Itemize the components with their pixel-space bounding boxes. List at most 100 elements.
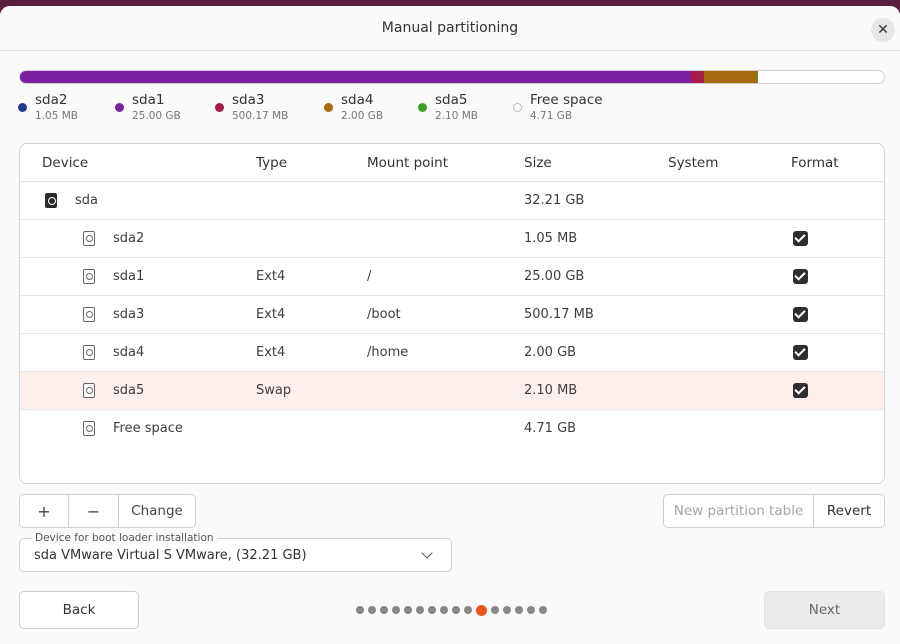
step-dot [356,606,364,614]
legend-dot-icon [18,103,27,112]
add-partition-button[interactable]: + [20,495,69,527]
cell-size: 2.00 GB [524,345,577,360]
step-dot-active [476,604,487,616]
step-indicator [356,604,551,616]
table-header: Device Type Mount point Size System Form… [20,144,884,182]
cell-type: Ext4 [256,307,286,322]
partition-icon [83,345,95,360]
table-row[interactable]: sda1 Ext4 / 25.00 GB [20,258,884,296]
window-title: Manual partitioning [381,20,519,36]
change-partition-button[interactable]: Change [131,503,183,519]
cell-device: sda1 [113,269,145,284]
bootloader-label: Device for boot loader installation [32,532,217,544]
table-row[interactable]: Free space 4.71 GB [20,410,884,448]
header-device: Device [42,155,89,171]
header-size: Size [524,155,552,171]
cell-type: Ext4 [256,269,286,284]
cell-mount-point: / [367,269,372,284]
remove-partition-button[interactable]: − [69,495,119,527]
legend-dot-icon [115,103,124,112]
format-checkbox[interactable] [793,269,808,284]
cell-size: 32.21 GB [524,193,585,208]
step-dot [515,606,523,614]
legend-size: 25.00 GB [132,110,181,122]
legend-name: sda4 [341,92,374,108]
format-checkbox[interactable] [793,345,808,360]
step-dot [416,606,424,614]
cell-size: 25.00 GB [524,269,585,284]
partition-icon [83,269,95,284]
legend-dot-icon [418,103,427,112]
table-row[interactable]: sda3 Ext4/boot 500.17 MB [20,296,884,334]
legend-name: sda3 [232,92,265,108]
cell-device: sda [75,193,98,208]
cell-size: 500.17 MB [524,307,594,322]
table-row[interactable]: sda2 1.05 MB [20,220,884,258]
legend-dot-icon [324,103,333,112]
step-dot [503,606,511,614]
format-checkbox[interactable] [793,231,808,246]
legend-name: Free space [530,92,603,108]
partition-icon [83,421,95,436]
cell-device: sda3 [113,307,145,322]
installer-window: Manual partitioning ✕ sda2 1.05 MB sda1 25.… [0,6,900,644]
legend-size: 1.05 MB [35,110,78,122]
legend-size: 500.17 MB [232,110,289,122]
table-row[interactable]: sda4 Ext4/home 2.00 GB [20,334,884,372]
step-dot [440,606,448,614]
step-dot [452,606,460,614]
cell-size: 2.10 MB [524,383,578,398]
cell-mount-point: /boot [367,307,401,322]
step-dot [380,606,388,614]
close-button[interactable]: ✕ [871,18,895,42]
cell-device: sda2 [113,231,145,246]
legend-name: sda1 [132,92,165,108]
legend-dot-icon [215,103,224,112]
revert-button[interactable]: Revert [813,494,885,528]
bootloader-device-select[interactable]: Device for boot loader installation sda … [19,532,452,572]
usage-segment-sda1 [20,71,691,83]
cell-mount-point: /home [367,345,409,360]
new-partition-table-button[interactable]: New partition table [663,494,814,528]
cell-type: Swap [256,383,292,398]
partition-icon [83,231,95,246]
usage-segment-sda4 [703,71,758,83]
cell-size: 4.71 GB [524,421,577,436]
step-dot [368,606,376,614]
cell-size: 1.05 MB [524,231,578,246]
disk-usage-bar [19,70,885,84]
legend-name: sda5 [435,92,468,108]
disk-drive-icon [45,193,57,208]
legend-name: sda2 [35,92,68,108]
legend-size: 2.10 MB [435,110,478,122]
step-dot [491,606,499,614]
usage-segment-free-space [757,71,884,83]
usage-segment-sda3 [690,71,704,83]
header-type: Type [256,155,288,171]
cell-device: sda4 [113,345,145,360]
step-dot [464,606,472,614]
format-checkbox[interactable] [793,383,808,398]
step-dot [428,606,436,614]
step-dot [527,606,535,614]
partition-tool-group: + − Change [19,494,196,528]
step-dot [539,606,547,614]
cell-device: sda5 [113,383,145,398]
table-row[interactable]: sda 32.21 GB [20,182,884,220]
cell-device: Free space [113,421,183,436]
legend-size: 2.00 GB [341,110,384,122]
legend-size: 4.71 GB [530,110,573,122]
next-button[interactable]: Next [764,591,885,629]
step-dot [404,606,412,614]
title-bar: Manual partitioning ✕ [0,6,900,51]
close-icon: ✕ [877,22,889,38]
partition-icon [83,383,95,398]
partition-table: Device Type Mount point Size System Form… [19,143,885,484]
partition-icon [83,307,95,322]
header-format: Format [791,155,839,171]
back-button[interactable]: Back [19,591,139,629]
cell-type: Ext4 [256,345,286,360]
format-checkbox[interactable] [793,307,808,322]
header-system: System [668,155,719,171]
table-row[interactable]: sda5 Swap 2.10 MB [20,372,884,410]
